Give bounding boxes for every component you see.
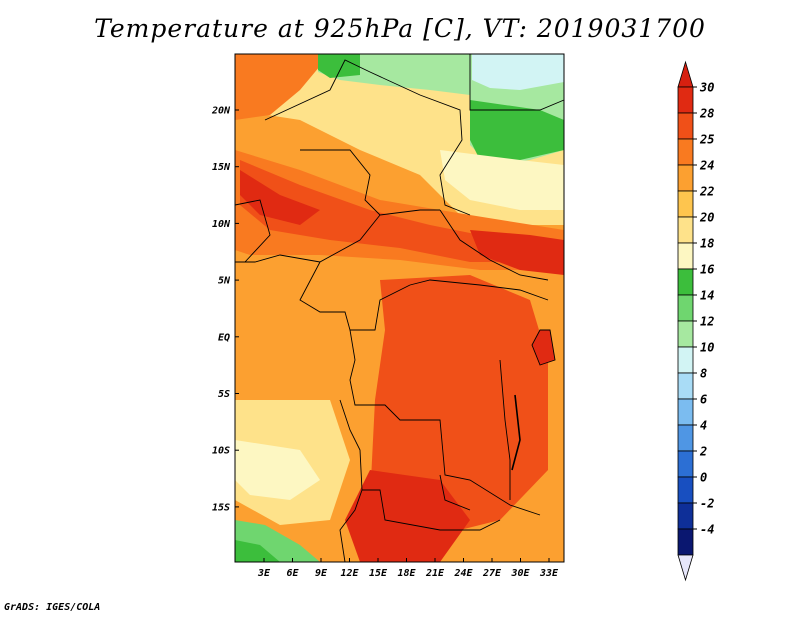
congo-warm-area xyxy=(370,275,548,540)
longitude-label: 12E xyxy=(340,568,359,579)
colorbar-label: 16 xyxy=(700,263,714,277)
border-line xyxy=(469,54,565,111)
lake-tanganyika-outline xyxy=(511,394,521,471)
latitude-label: 10N xyxy=(212,219,231,230)
colorbar-label: 14 xyxy=(700,289,714,303)
longitude-label: 24E xyxy=(453,568,473,579)
longitude-label: 9E xyxy=(315,568,328,579)
northeast-cyan-area xyxy=(472,54,564,90)
longitude-label: 18E xyxy=(397,568,416,579)
colorbar-top-arrow xyxy=(677,60,694,88)
longitude-label: 27E xyxy=(482,568,502,579)
colorbar-segment xyxy=(677,190,694,218)
latitude-label: 5S xyxy=(218,389,230,400)
colorbar-segment xyxy=(677,320,694,348)
colorbar-segment xyxy=(677,216,694,244)
colorbar-label: 0 xyxy=(700,471,707,485)
colorbar-label: 18 xyxy=(700,237,714,251)
colorbar-segment xyxy=(677,528,694,556)
latitude-axis: 20N 15N 10N 5N EQ 5S 10S 15S xyxy=(211,106,239,513)
colorbar-label: 24 xyxy=(699,159,714,173)
colorbar-label: 20 xyxy=(699,211,714,225)
longitude-label: 21E xyxy=(425,568,445,579)
colorbar-segment xyxy=(677,398,694,426)
colorbar-label: 12 xyxy=(700,315,714,329)
colorbar-segment xyxy=(677,268,694,296)
longitude-label: 3E xyxy=(257,568,271,579)
colorbar-label: 28 xyxy=(699,107,714,121)
border-line xyxy=(439,209,549,281)
border-line xyxy=(409,279,549,301)
longitude-axis: 3E 6E 9E 12E 15E 18E 21E 24E 27E 30E 33E xyxy=(257,558,559,579)
map-frame xyxy=(234,53,565,563)
northeast-green-area xyxy=(470,100,564,160)
colorbar-label: 2 xyxy=(699,445,707,459)
border-line xyxy=(299,214,411,331)
colorbar-label: 25 xyxy=(699,133,714,147)
border-line xyxy=(264,59,471,216)
southwest-dark-green-area xyxy=(235,540,280,562)
country-borders xyxy=(234,54,565,563)
longitude-label: 30E xyxy=(510,568,530,579)
colorbar-segment xyxy=(677,476,694,504)
longitude-label: 33E xyxy=(539,568,559,579)
southern-hot-area xyxy=(345,470,470,562)
border-line xyxy=(439,474,471,511)
colorbar-segment xyxy=(677,502,694,530)
north-green-area xyxy=(318,54,360,78)
colorbar-label: 30 xyxy=(699,81,714,95)
colorbar-segment xyxy=(677,86,694,114)
border-line xyxy=(234,199,271,263)
colorbar-label: 4 xyxy=(700,419,707,433)
colorbar-label: 22 xyxy=(699,185,714,199)
colorbar-label: 8 xyxy=(700,367,707,381)
temperature-field xyxy=(235,54,564,562)
colorbar-label: 10 xyxy=(700,341,714,355)
latitude-label: 20N xyxy=(211,106,231,117)
colorbar-segment xyxy=(677,242,694,270)
colorbar-segment xyxy=(677,424,694,452)
lake-victoria-outline xyxy=(531,329,556,366)
border-line xyxy=(362,489,501,531)
colorbar-segment xyxy=(677,346,694,374)
longitude-label: 15E xyxy=(369,568,388,579)
colorbar-segment xyxy=(677,294,694,322)
longitude-label: 6E xyxy=(286,568,299,579)
colorbar-segment xyxy=(677,164,694,192)
colorbar-label: 6 xyxy=(700,393,707,407)
colorbar-segment xyxy=(677,372,694,400)
west-hot-core xyxy=(240,170,320,225)
nile-cream-area xyxy=(440,150,564,210)
northwest-warm-area xyxy=(235,54,330,120)
colorbar-label: -4 xyxy=(700,523,714,537)
border-line xyxy=(349,329,541,516)
latitude-label: EQ xyxy=(218,332,230,343)
border-line xyxy=(300,149,440,216)
map-title: Temperature at 925hPa [C], VT: 201903170… xyxy=(94,14,706,43)
colorbar-segment xyxy=(677,138,694,166)
colorbar-segment xyxy=(677,450,694,478)
latitude-label: 15N xyxy=(212,162,231,173)
grads-credit: GrADS: IGES/COLA xyxy=(4,602,101,613)
colorbar-label: -2 xyxy=(700,497,714,511)
colorbar-bottom-arrow xyxy=(677,554,694,582)
border-line xyxy=(499,359,511,500)
latitude-label: 15S xyxy=(212,502,230,513)
colorbar-segment xyxy=(677,112,694,140)
latitude-label: 5N xyxy=(218,276,231,287)
coastal-cream-area xyxy=(235,440,320,500)
east-hot-core xyxy=(470,230,564,275)
latitude-label: 10S xyxy=(212,446,230,457)
